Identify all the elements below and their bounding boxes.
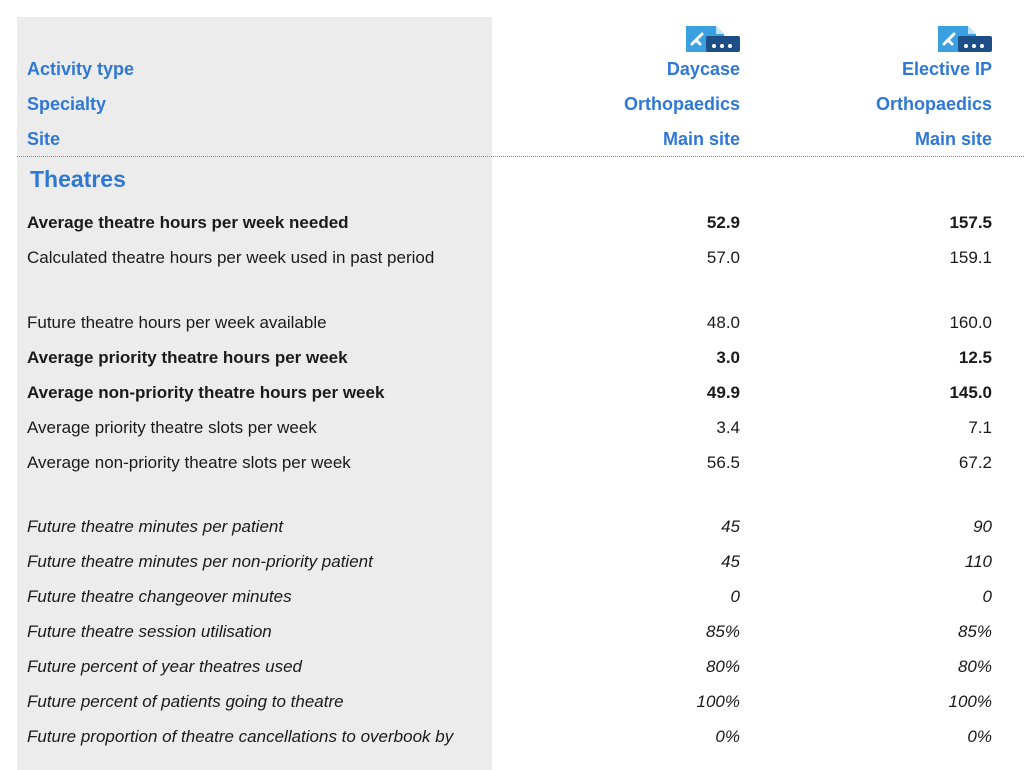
column-2-value: 90	[973, 517, 992, 536]
row-label: Average priority theatre slots per week	[27, 418, 317, 437]
column-1-value: Orthopaedics	[623, 94, 740, 114]
column-1-value: 100%	[696, 692, 740, 711]
table-row: Average priority theatre hours per week …	[0, 343, 1024, 373]
table-row: Future percent of year theatres used 80%…	[0, 652, 1024, 682]
column-1-value: 45	[721, 552, 740, 571]
row-label: Future theatre hours per week available	[27, 313, 327, 332]
table-row: Future theatre minutes per patient 45 90	[0, 512, 1024, 542]
row-label: Site	[27, 129, 61, 149]
column-2-value: 67.2	[958, 453, 992, 472]
row-label: Activity type	[27, 59, 135, 79]
row-label: Calculated theatre hours per week used i…	[27, 248, 435, 267]
column-1-value: Daycase	[666, 59, 740, 79]
table-row: Future percent of patients going to thea…	[0, 687, 1024, 717]
table-row: Future theatre hours per week available …	[0, 308, 1024, 338]
column-2-value: Elective IP	[901, 59, 992, 79]
row-label: Average non-priority theatre slots per w…	[27, 453, 351, 472]
row-label: Future percent of year theatres used	[27, 657, 302, 676]
column-2-value: Orthopaedics	[875, 94, 992, 114]
section-title: Theatres	[30, 166, 126, 192]
column-1-value: 0%	[715, 727, 740, 746]
column-1-value: Main site	[662, 129, 740, 149]
column-2-value: 160.0	[949, 313, 992, 332]
row-label: Average priority theatre hours per week	[27, 348, 348, 367]
row-label: Specialty	[27, 94, 107, 114]
column-1-value: 45	[721, 517, 740, 536]
theatre-activity-icon	[936, 20, 992, 54]
header-row-specialty: Specialty Orthopaedics Orthopaedics	[0, 89, 1024, 119]
column-2-value: 100%	[948, 692, 992, 711]
column-1-value: 3.0	[716, 348, 740, 367]
column-2-value: 0%	[967, 727, 992, 746]
column-1-value: 3.4	[716, 418, 740, 437]
header-divider	[17, 156, 1024, 157]
table-row: Average priority theatre slots per week …	[0, 413, 1024, 443]
column-2-value: 85%	[957, 622, 992, 641]
table-row: Future proportion of theatre cancellatio…	[0, 722, 1024, 752]
column-2-value: 80%	[957, 657, 992, 676]
table-row: Average non-priority theatre slots per w…	[0, 448, 1024, 478]
column-1-value: 85%	[705, 622, 740, 641]
theatre-activity-icon	[684, 20, 740, 54]
row-label: Future proportion of theatre cancellatio…	[27, 727, 454, 746]
header-row-site: Site Main site Main site	[0, 124, 1024, 154]
column-2-value: 157.5	[949, 213, 992, 232]
label-panel	[17, 17, 492, 770]
column-1-value: 0	[730, 587, 740, 606]
column-2-value: 159.1	[949, 248, 992, 267]
column-2-value: 0	[982, 587, 992, 606]
column-2-value: 145.0	[949, 383, 992, 402]
row-label: Average theatre hours per week needed	[27, 213, 349, 232]
row-label: Future theatre session utilisation	[27, 622, 272, 641]
column-1-value: 52.9	[706, 213, 740, 232]
table-row: Average non-priority theatre hours per w…	[0, 378, 1024, 408]
table-row: Future theatre session utilisation 85% 8…	[0, 617, 1024, 647]
header-row-activity-type: Activity type Daycase Elective IP	[0, 54, 1024, 84]
column-1-value: 56.5	[706, 453, 740, 472]
column-2-value: Main site	[914, 129, 992, 149]
column-2-value: 12.5	[958, 348, 992, 367]
column-2-value: 7.1	[968, 418, 992, 437]
table-row: Average theatre hours per week needed 52…	[0, 208, 1024, 238]
column-1-value: 80%	[705, 657, 740, 676]
row-label: Future theatre changeover minutes	[27, 587, 292, 606]
row-label: Average non-priority theatre hours per w…	[27, 383, 385, 402]
row-label: Future percent of patients going to thea…	[27, 692, 344, 711]
column-1-value: 48.0	[706, 313, 740, 332]
table-row: Future theatre minutes per non-priority …	[0, 547, 1024, 577]
column-1-value: 49.9	[706, 383, 740, 402]
column-1-value: 57.0	[706, 248, 740, 267]
column-2-value: 110	[964, 552, 992, 571]
row-label: Future theatre minutes per non-priority …	[27, 552, 373, 571]
table-row: Calculated theatre hours per week used i…	[0, 243, 1024, 273]
table-row: Future theatre changeover minutes 0 0	[0, 582, 1024, 612]
row-label: Future theatre minutes per patient	[27, 517, 284, 536]
